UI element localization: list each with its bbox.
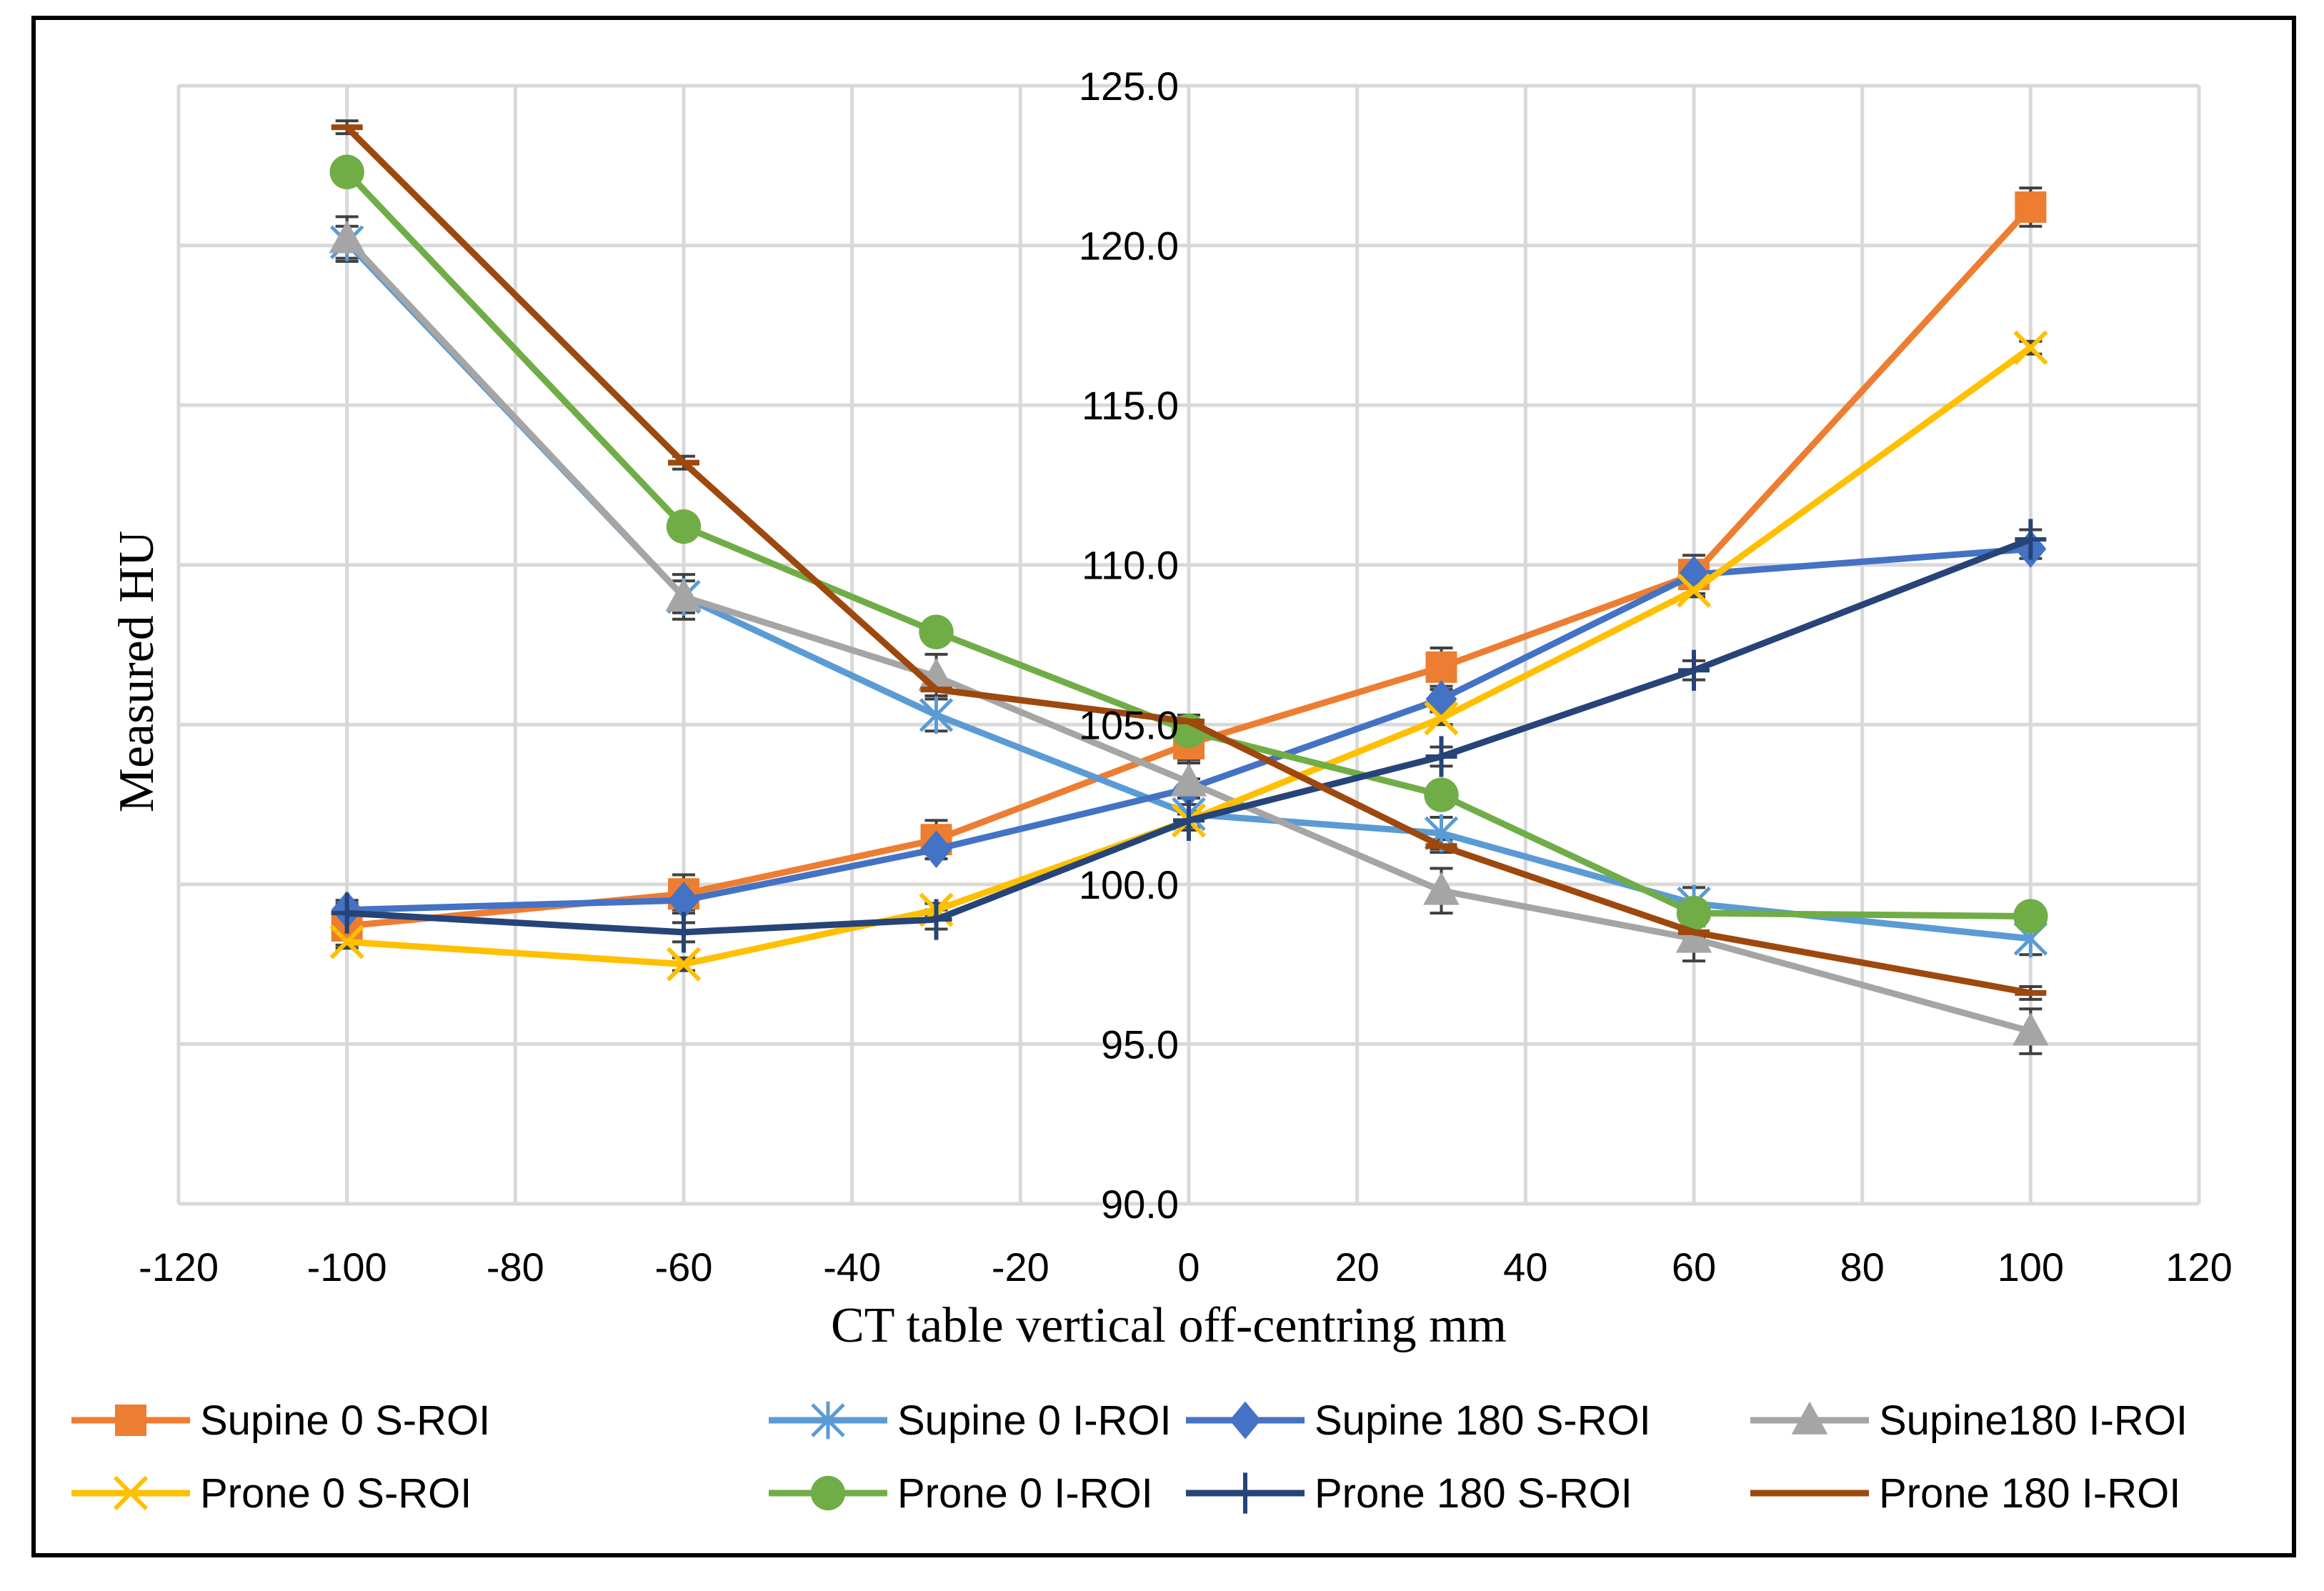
y-tick-label: 105.0 <box>1079 702 1179 747</box>
data-point <box>113 1475 149 1511</box>
data-point <box>115 1405 146 1436</box>
x-tick-label: -120 <box>139 1245 219 1290</box>
data-point <box>811 1401 845 1440</box>
x-tick-label: 80 <box>1840 1245 1885 1290</box>
y-tick-label: 125.0 <box>1079 64 1179 109</box>
x-tick-label: 100 <box>1998 1245 2064 1290</box>
y-tick-label: 115.0 <box>1082 383 1179 428</box>
data-point <box>666 509 702 544</box>
legend-label: Supine 0 S-ROI <box>200 1397 490 1444</box>
data-point <box>810 1475 846 1511</box>
x-tick-label: -40 <box>823 1245 881 1290</box>
series-lines <box>329 124 2049 1046</box>
data-point <box>331 892 363 934</box>
legend-item: Prone 0 S-ROI <box>71 1470 472 1517</box>
y-tick-label: 95.0 <box>1101 1022 1179 1067</box>
data-point <box>920 899 952 940</box>
y-tick-label: 120.0 <box>1079 224 1179 269</box>
data-point <box>668 881 699 919</box>
data-point <box>666 947 702 982</box>
data-point <box>2015 519 2047 560</box>
data-point <box>329 220 365 254</box>
legend-item: Supine 180 S-ROI <box>1186 1397 1651 1444</box>
data-point <box>665 578 702 612</box>
legend-item: Supine180 I-ROI <box>1750 1397 2188 1444</box>
x-tick-label: -60 <box>655 1245 713 1290</box>
data-point <box>1676 895 1712 931</box>
data-point <box>1425 651 1457 683</box>
x-tick-label: 40 <box>1503 1245 1547 1290</box>
x-tick-label: 20 <box>1335 1245 1380 1290</box>
legend-label: Prone 180 I-ROI <box>1879 1470 2180 1517</box>
x-tick-label: -20 <box>992 1245 1049 1290</box>
legend: Supine 0 S-ROI Supine 0 I-ROI Supine 180 S… <box>71 1397 2188 1517</box>
x-tick-label: 60 <box>1672 1245 1716 1290</box>
series <box>331 519 2047 953</box>
data-point <box>1425 736 1457 777</box>
legend-label: Prone 180 S-ROI <box>1315 1470 1632 1517</box>
data-point <box>1676 573 1712 608</box>
y-tick-labels: 90.0 95.0 100.0 105.0 110.0 115.0 120.0 125.0 <box>1079 64 1179 1227</box>
legend-label: Prone 0 S-ROI <box>200 1470 472 1517</box>
data-point <box>329 154 364 189</box>
chart-frame <box>31 16 2296 1557</box>
data-point <box>919 696 954 734</box>
data-point <box>2015 191 2047 223</box>
legend-item: Prone 0 I-ROI <box>769 1470 1153 1517</box>
series <box>331 124 2047 997</box>
data-point <box>1675 919 1712 953</box>
x-tick-labels: -120 -100 -80 -60 -40 -20 0 20 40 60 80 100 120 <box>139 1245 2233 1290</box>
data-point <box>1678 649 1710 691</box>
data-point <box>920 830 952 869</box>
y-tick-label: 110.0 <box>1082 543 1179 588</box>
data-point <box>2013 330 2048 365</box>
series <box>329 220 2049 1046</box>
grid <box>176 84 2201 1206</box>
y-axis-title: Measured HU <box>109 531 164 813</box>
x-axis-title: CT table vertical off-centring mm <box>831 1298 1507 1353</box>
data-point <box>2013 899 2048 934</box>
data-point <box>1170 763 1207 797</box>
legend-item: Supine 0 I-ROI <box>769 1397 1172 1444</box>
data-point <box>1424 777 1459 812</box>
data-point <box>668 912 699 953</box>
data-point <box>1230 1401 1261 1440</box>
legend-label: Supine180 I-ROI <box>1879 1397 2188 1444</box>
legend-item: Prone 180 S-ROI <box>1186 1470 1632 1517</box>
data-point <box>1791 1401 1828 1435</box>
legend-item: Supine 0 S-ROI <box>71 1397 490 1444</box>
data-point <box>1424 701 1459 736</box>
x-tick-label: -80 <box>487 1245 544 1290</box>
data-point <box>919 614 954 649</box>
x-tick-label: -100 <box>307 1245 387 1290</box>
data-point <box>2013 1012 2049 1046</box>
series <box>329 154 2048 934</box>
data-point <box>1423 872 1460 905</box>
legend-label: Supine 0 I-ROI <box>897 1397 1172 1444</box>
y-tick-label: 90.0 <box>1101 1182 1179 1227</box>
data-point <box>329 924 364 959</box>
x-tick-label: 0 <box>1177 1245 1200 1290</box>
legend-label: Supine 180 S-ROI <box>1315 1397 1651 1444</box>
data-point <box>1230 1472 1261 1514</box>
x-tick-label: 120 <box>2165 1245 2232 1290</box>
data-point <box>1173 799 1205 842</box>
y-tick-label: 100.0 <box>1079 862 1179 907</box>
legend-item: Prone 180 I-ROI <box>1750 1470 2180 1517</box>
legend-label: Prone 0 I-ROI <box>897 1470 1153 1517</box>
